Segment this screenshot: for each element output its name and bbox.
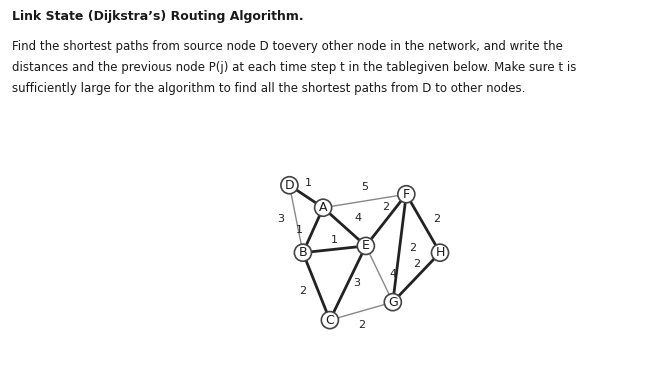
Text: 4: 4 bbox=[389, 269, 396, 279]
Text: 3: 3 bbox=[277, 214, 284, 224]
Text: 4: 4 bbox=[354, 213, 361, 223]
Text: 2: 2 bbox=[409, 243, 417, 253]
Text: 2: 2 bbox=[413, 259, 420, 269]
Text: 2: 2 bbox=[358, 320, 365, 330]
Circle shape bbox=[357, 237, 374, 255]
Text: sufficiently large for the algorithm to find all the shortest paths from D to ot: sufficiently large for the algorithm to … bbox=[12, 82, 525, 95]
Text: 5: 5 bbox=[361, 182, 368, 192]
Text: 3: 3 bbox=[353, 278, 360, 288]
Text: F: F bbox=[403, 188, 410, 201]
Circle shape bbox=[321, 312, 338, 329]
Text: A: A bbox=[319, 201, 327, 214]
Text: G: G bbox=[388, 296, 397, 309]
Text: 1: 1 bbox=[296, 225, 303, 235]
Text: E: E bbox=[362, 239, 370, 253]
Text: 1: 1 bbox=[305, 178, 312, 188]
Text: C: C bbox=[325, 314, 334, 327]
Text: H: H bbox=[436, 246, 445, 259]
Text: Link State (Dijkstra’s) Routing Algorithm.: Link State (Dijkstra’s) Routing Algorith… bbox=[12, 10, 304, 22]
Text: D: D bbox=[284, 179, 294, 192]
Circle shape bbox=[315, 199, 332, 216]
Circle shape bbox=[281, 177, 298, 194]
Text: 2: 2 bbox=[300, 286, 306, 296]
Circle shape bbox=[397, 186, 415, 203]
Text: Find the shortest paths from source node D toevery other node in the network, an: Find the shortest paths from source node… bbox=[12, 40, 562, 53]
Circle shape bbox=[384, 294, 401, 311]
Text: 2: 2 bbox=[433, 214, 440, 224]
Circle shape bbox=[432, 244, 449, 261]
Text: 2: 2 bbox=[382, 202, 390, 211]
Text: B: B bbox=[298, 246, 307, 259]
Text: 1: 1 bbox=[331, 235, 338, 245]
Text: distances and the previous node P(j) at each time step t in the tablegiven below: distances and the previous node P(j) at … bbox=[12, 61, 576, 74]
Circle shape bbox=[294, 244, 311, 261]
